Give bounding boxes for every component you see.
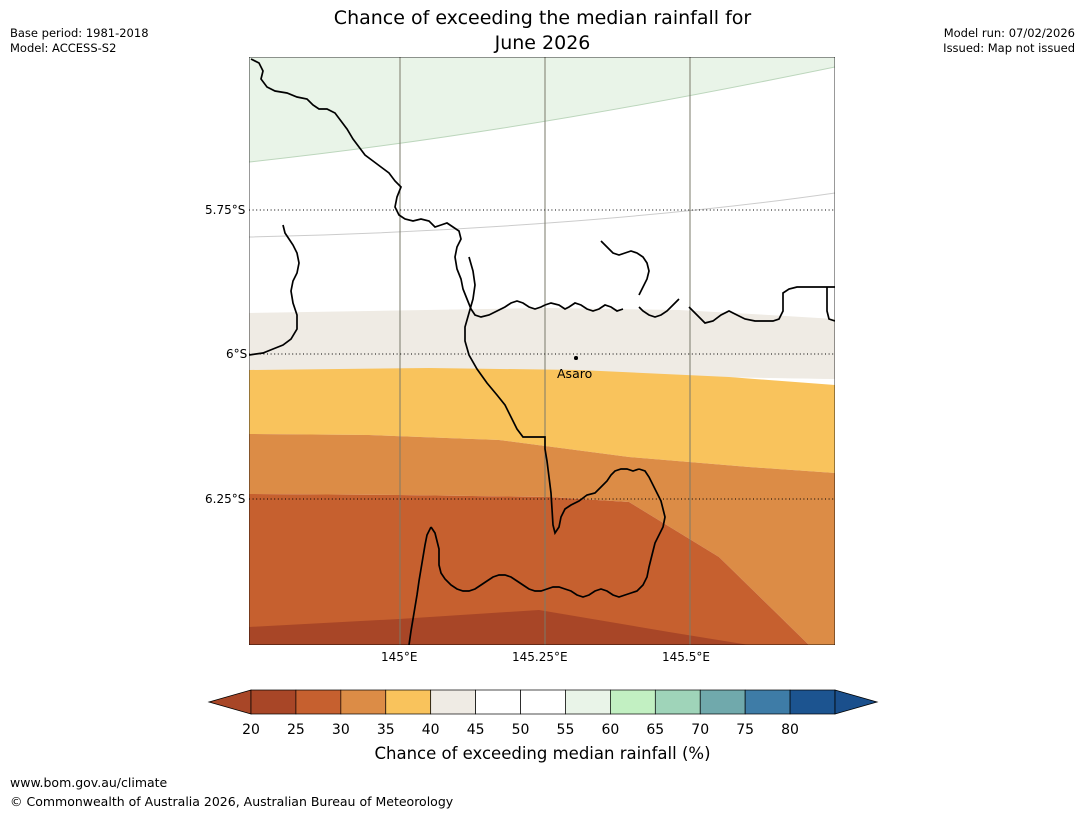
model-run-text: Model run: 07/02/2026 — [943, 26, 1075, 40]
colorbar-tick-25: 25 — [287, 722, 305, 738]
title-line-1: Chance of exceeding the median rainfall … — [333, 7, 752, 29]
asaro-marker-dot — [574, 356, 578, 360]
coastline-border-2 — [544, 302, 624, 312]
colorbar-extend-low — [207, 689, 252, 715]
base-period-text: Base period: 1981-2018 — [10, 26, 149, 40]
colorbar-segment-12 — [789, 689, 836, 715]
band-35-40 — [249, 368, 835, 473]
colorbar-tick-30: 30 — [331, 722, 350, 738]
colorbar-tick-20: 20 — [242, 722, 260, 738]
colorbar-tick-55: 55 — [556, 722, 575, 738]
colorbar-segment-9 — [654, 689, 701, 715]
faint-line-upper — [249, 192, 835, 238]
band-20-25 — [249, 610, 749, 645]
colorbar-tick-70: 70 — [691, 722, 710, 738]
lon-tick-label-145-25: 145.25°E — [512, 650, 568, 664]
page-title: Chance of exceeding the median rainfall … — [0, 6, 1085, 56]
colorbar-segment-6 — [520, 689, 566, 715]
colorbar-axis-label: Chance of exceeding median rainfall (%) — [374, 744, 711, 763]
coastline-border-10 — [600, 240, 650, 296]
map-plot-area[interactable] — [249, 57, 835, 645]
colorbar-tick-60: 60 — [601, 722, 620, 738]
lat-tick-label-5-75: 5.75°S — [205, 203, 246, 217]
colorbar-segment-4 — [430, 689, 476, 715]
colorbar-tick-80: 80 — [781, 722, 799, 738]
model-text: Model: ACCESS-S2 — [10, 41, 117, 55]
colorbar-segment-1 — [295, 689, 342, 715]
colorbar-segment-10 — [699, 689, 746, 715]
footer-copyright: © Commonwealth of Australia 2026, Austra… — [10, 794, 454, 809]
coastline-border-7 — [688, 286, 835, 324]
lon-tick-label-145: 145°E — [381, 650, 418, 664]
colorbar-tick-50: 50 — [511, 722, 530, 738]
footer: www.bom.gov.au/climate © Commonwealth of… — [10, 773, 453, 811]
colorbar-segment-3 — [385, 689, 432, 715]
lat-tick-label-6: 6°S — [226, 347, 248, 361]
colorbar-segment-8 — [610, 689, 656, 715]
colorbar-segment-2 — [340, 689, 387, 715]
coastline-border — [250, 58, 546, 318]
map-svg — [249, 57, 835, 645]
band-30-35 — [249, 434, 835, 645]
colorbar-tick-40: 40 — [421, 722, 440, 738]
coastline-border-6 — [408, 526, 432, 645]
asaro-marker-label: Asaro — [557, 366, 593, 381]
colorbar-tick-65: 65 — [646, 722, 665, 738]
colorbar-extend-high — [834, 689, 879, 715]
colorbar-tick-45: 45 — [466, 722, 485, 738]
coastline-border-4 — [464, 256, 640, 536]
title-line-2: June 2026 — [494, 32, 591, 54]
metadata-left: Base period: 1981-2018 Model: ACCESS-S2 — [10, 26, 149, 56]
footer-url: www.bom.gov.au/climate — [10, 775, 168, 790]
colorbar-segment-11 — [744, 689, 791, 715]
colorbar[interactable] — [207, 688, 879, 722]
coastline-border-5 — [430, 468, 666, 598]
band-25-30 — [249, 494, 809, 645]
band-55-60 — [249, 57, 835, 162]
colorbar-tick-35: 35 — [376, 722, 395, 738]
band-40-45-fill — [249, 313, 835, 379]
metadata-right: Model run: 07/02/2026 Issued: Map not is… — [943, 26, 1075, 56]
colorbar-segment-5 — [475, 689, 521, 715]
colorbar-tick-75: 75 — [736, 722, 755, 738]
coastline-border-9 — [826, 287, 835, 322]
lat-tick-label-6-25: 6.25°S — [205, 492, 246, 506]
coastline-border-8 — [638, 298, 680, 318]
lon-tick-label-145-5: 145.5°E — [662, 650, 710, 664]
colorbar-svg — [207, 689, 879, 715]
coastline-border-3 — [249, 224, 300, 356]
colorbar-segment-7 — [565, 689, 611, 715]
colorbar-segment-0 — [250, 689, 297, 715]
province-boundary-arc — [249, 66, 835, 163]
issued-text: Issued: Map not issued — [943, 41, 1075, 55]
